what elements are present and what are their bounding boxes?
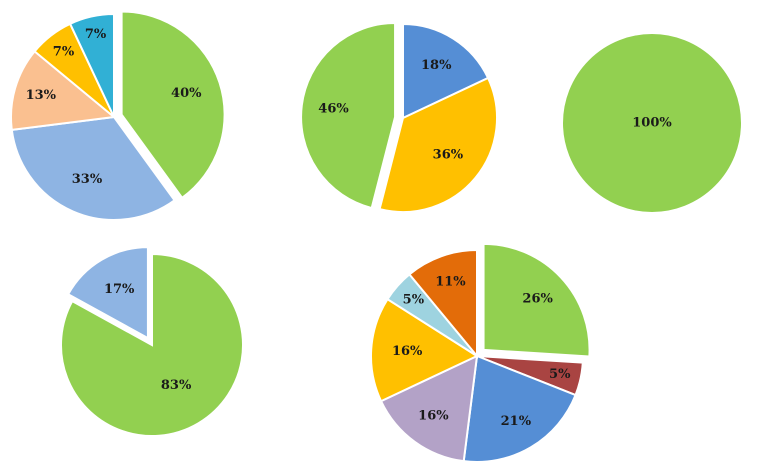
pie-chart-2: 18% 36% 46% — [300, 21, 498, 213]
pie-5-slice-4 — [379, 354, 479, 463]
pie-1-slice-3 — [10, 49, 117, 132]
pie-2-slice-1 — [402, 22, 490, 120]
pie-5-data-label-3: 21% — [501, 414, 532, 429]
pie-1-slice-5 — [68, 12, 115, 118]
pie-5-slice-1 — [482, 242, 591, 358]
pie-2-slice-3 — [300, 21, 397, 210]
pie-1-slice-2 — [10, 115, 176, 221]
pie-2-slice-2 — [378, 76, 498, 213]
pie-1-data-label-4: 7% — [53, 44, 75, 59]
pie-5-data-label-5: 16% — [392, 344, 423, 359]
pie-5-data-label-2: 5% — [549, 367, 571, 382]
pie-5-slice-7 — [408, 248, 478, 359]
pie-3-slice-1 — [561, 32, 743, 214]
pie-1-data-label-2: 33% — [72, 172, 103, 187]
pie-1-data-label-5: 7% — [85, 27, 107, 42]
pie-3-data-label-1: 100% — [632, 116, 672, 131]
pie-1-data-label-3: 13% — [26, 88, 57, 103]
pie-4-data-label-2: 17% — [104, 282, 135, 297]
pie-5-data-label-7: 11% — [435, 275, 466, 290]
pie-chart-3: 100% — [561, 32, 743, 214]
pie-5-data-label-6: 5% — [403, 292, 425, 307]
pie-5-slice-5 — [370, 297, 480, 403]
pie-chart-4: 83% 17% — [60, 246, 244, 437]
pie-1-data-label-1: 40% — [171, 86, 202, 101]
pie-1-slice-1 — [120, 10, 226, 200]
pie-chart-1: 40% 33% 13% 7% 7% — [10, 10, 226, 221]
pie-4-slice-2 — [66, 246, 149, 340]
pie-chart-5: 26% 5% 21% 16% 16% 5% 11% — [370, 242, 591, 463]
pie-4-slice-1 — [60, 252, 244, 437]
pie-5-data-label-4: 16% — [418, 409, 449, 424]
pie-2-data-label-1: 18% — [421, 58, 452, 73]
pie-2-data-label-3: 46% — [318, 102, 349, 117]
pie-5-slice-3 — [462, 354, 577, 463]
pie-4-data-label-1: 83% — [161, 378, 192, 393]
pie-5-data-label-1: 26% — [522, 292, 553, 307]
pie-2-data-label-2: 36% — [433, 148, 464, 163]
